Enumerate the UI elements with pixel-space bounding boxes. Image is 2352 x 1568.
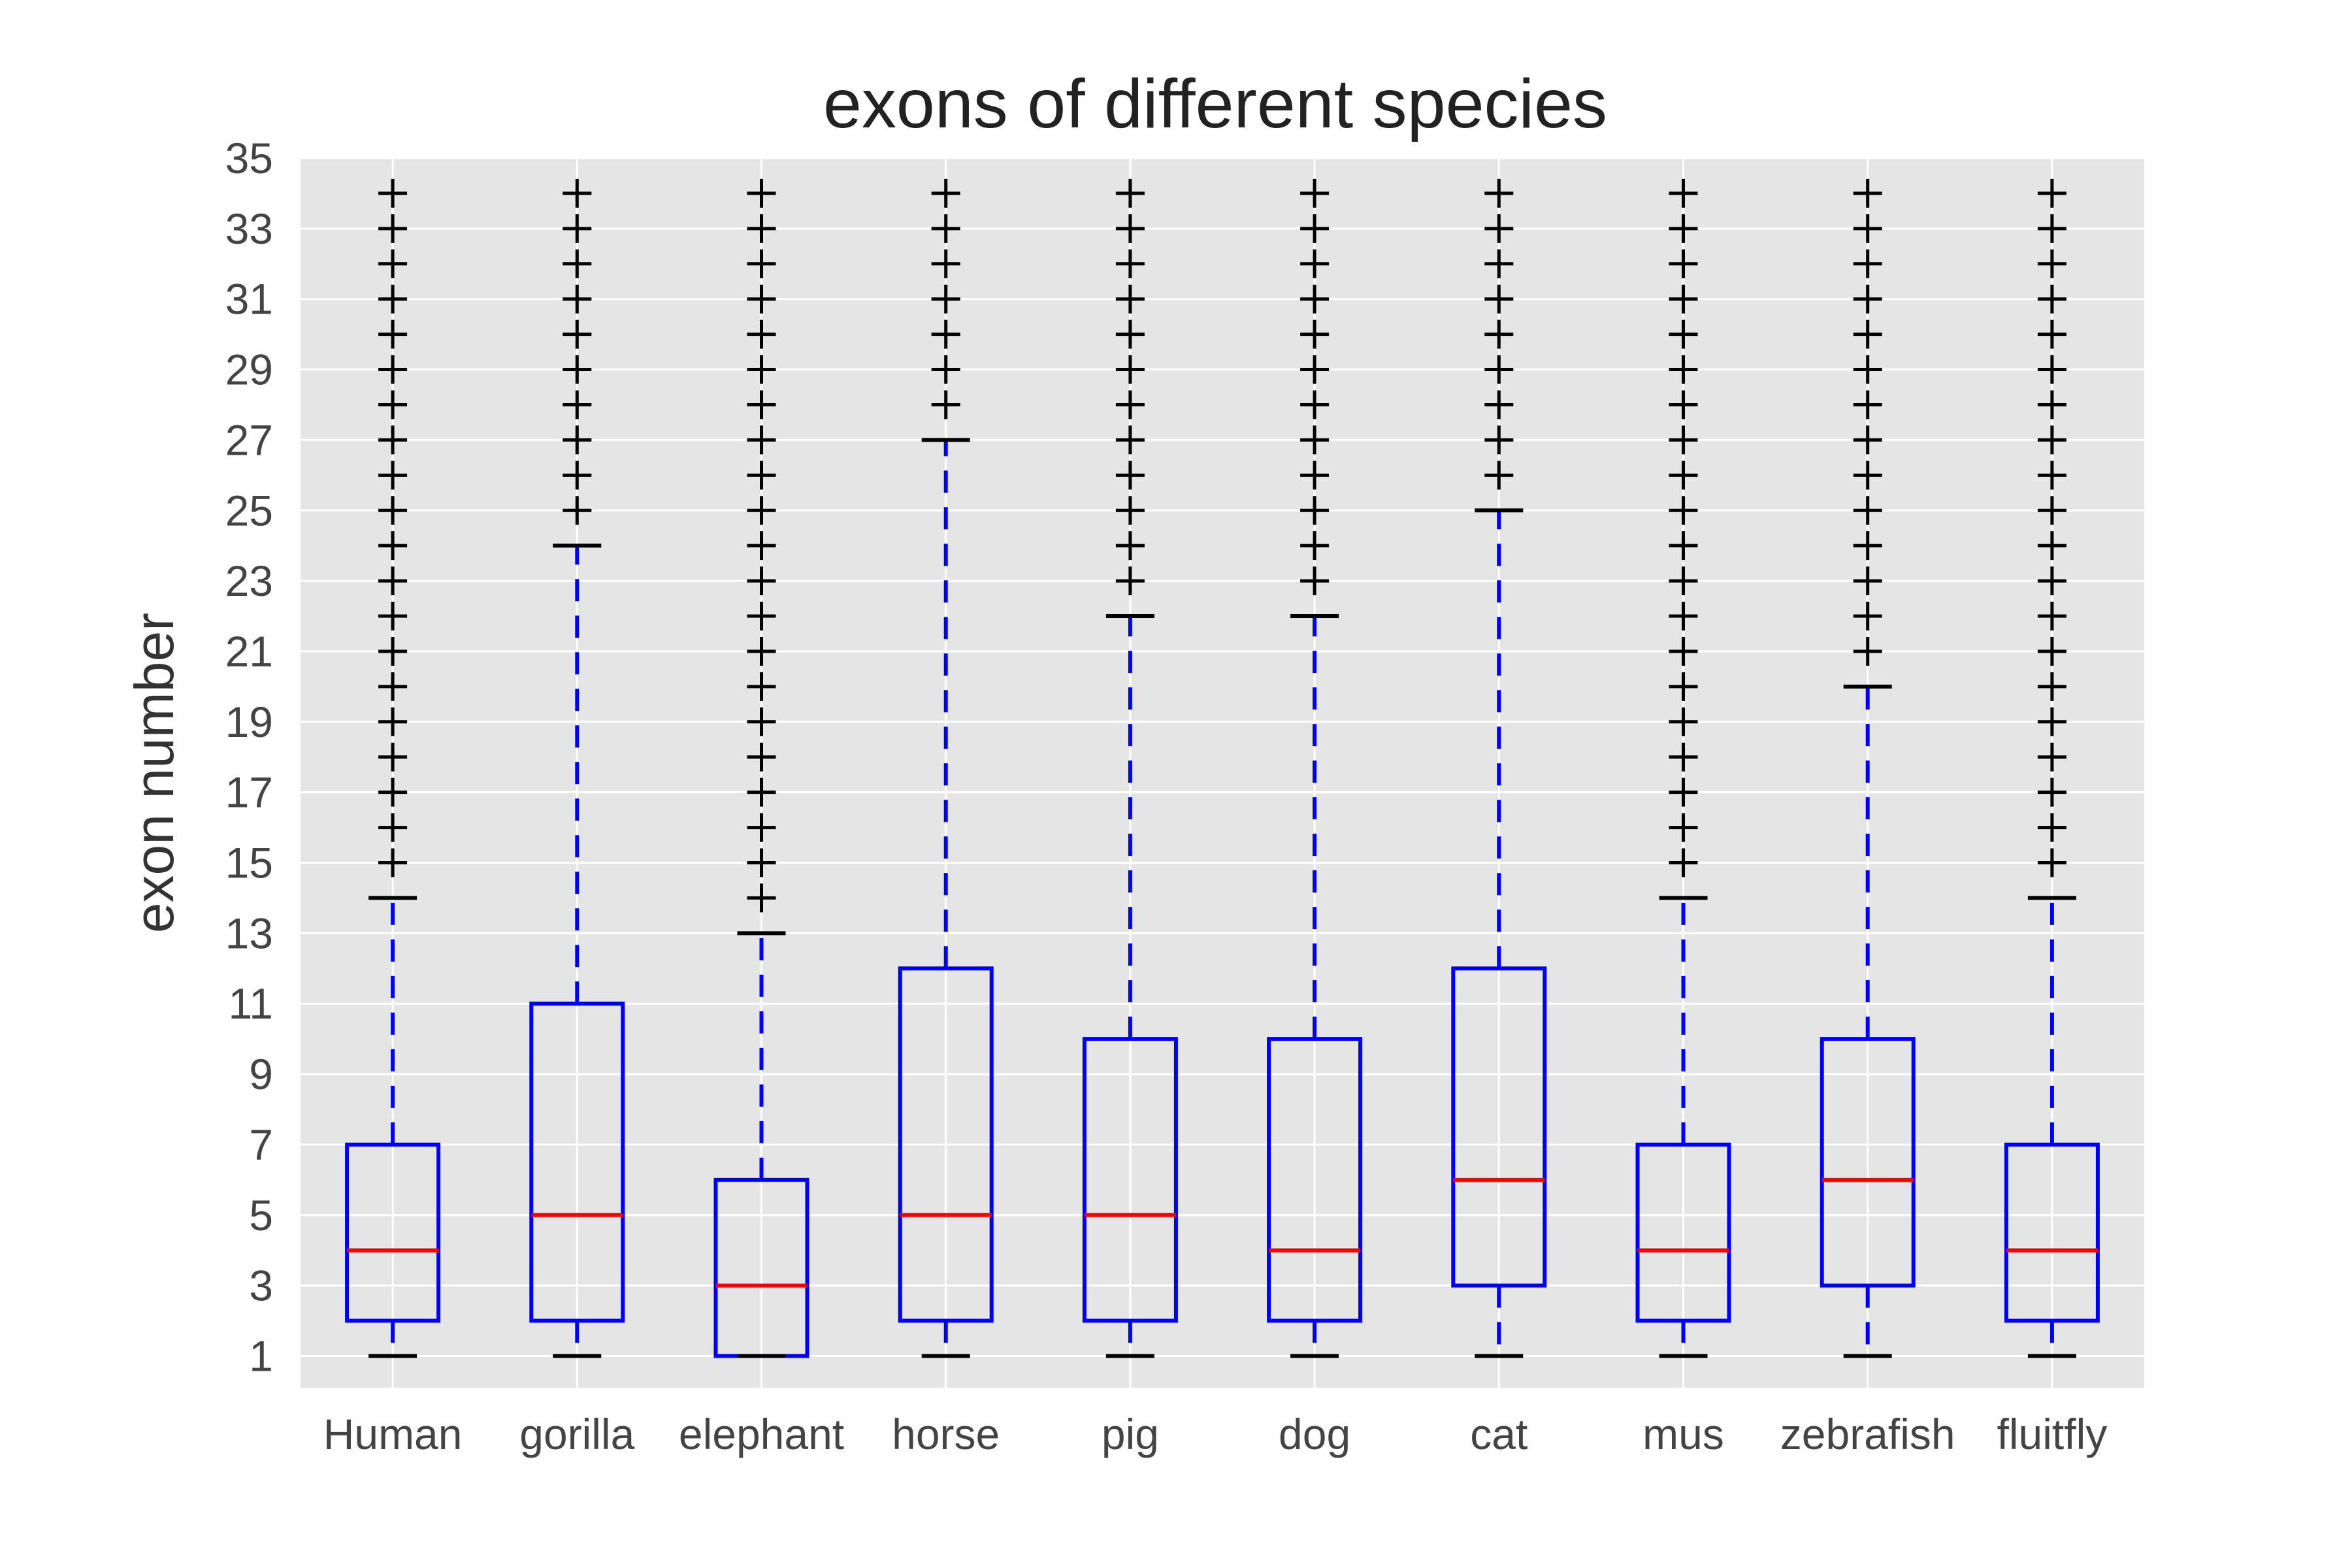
y-axis-label: exon number xyxy=(123,613,185,933)
box-iqr xyxy=(1267,1037,1363,1323)
y-tick-label: 21 xyxy=(225,627,273,676)
y-tick-label: 7 xyxy=(249,1120,273,1169)
y-tick-label: 25 xyxy=(225,486,273,534)
box-iqr xyxy=(345,1142,441,1323)
x-tick-label: elephant xyxy=(679,1410,844,1458)
y-tick-label: 17 xyxy=(225,768,273,817)
y-tick-label: 29 xyxy=(225,346,273,394)
x-tick-label: gorilla xyxy=(519,1410,634,1458)
x-tick-label: cat xyxy=(1470,1410,1527,1458)
box-iqr xyxy=(1082,1037,1178,1323)
box-iqr xyxy=(2004,1142,2100,1323)
y-tick-label: 31 xyxy=(225,275,273,323)
x-tick-label: pig xyxy=(1102,1410,1159,1458)
box-iqr xyxy=(1820,1037,1916,1288)
box-iqr xyxy=(529,1002,625,1323)
y-tick-label: 23 xyxy=(225,557,273,605)
y-tick-label: 9 xyxy=(249,1050,273,1098)
y-tick-label: 13 xyxy=(225,909,273,957)
box-group xyxy=(345,178,2100,1358)
y-tick-label: 19 xyxy=(225,698,273,746)
box-iqr xyxy=(1451,966,1547,1288)
y-tick-label: 3 xyxy=(249,1262,273,1310)
y-tick-label: 11 xyxy=(228,979,273,1028)
x-tick-labels: Human gorilla elephant horse pig dog cat mus zeb… xyxy=(323,1410,2108,1458)
y-tick-label: 27 xyxy=(225,416,273,464)
x-tick-label: horse xyxy=(892,1410,1000,1458)
y-tick-label: 5 xyxy=(249,1191,273,1239)
plot-area xyxy=(301,158,2144,1388)
y-tick-label: 35 xyxy=(225,134,273,182)
x-tick-label: fluitfly xyxy=(1997,1410,2108,1458)
box-iqr xyxy=(1635,1142,1731,1323)
x-tick-label: mus xyxy=(1642,1410,1724,1458)
x-tick-label: Human xyxy=(323,1410,463,1458)
y-tick-label: 33 xyxy=(225,204,273,253)
y-tick-label: 15 xyxy=(225,839,273,887)
chart-title: exons of different species xyxy=(823,65,1607,142)
y-tick-label: 1 xyxy=(249,1331,273,1380)
box-iqr xyxy=(898,966,994,1323)
x-tick-label: zebrafish xyxy=(1780,1410,1955,1458)
x-tick-label: dog xyxy=(1279,1410,1350,1458)
